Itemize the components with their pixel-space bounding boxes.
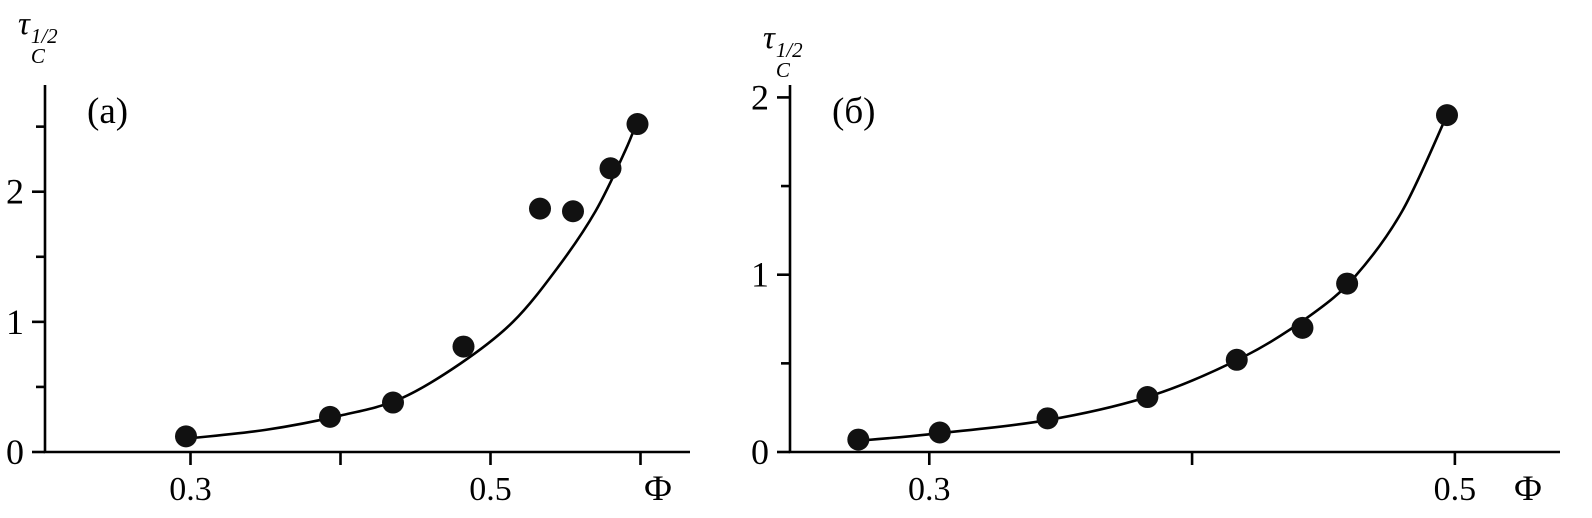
x-axis-title: Ф <box>644 468 672 508</box>
data-point <box>1225 348 1248 371</box>
x-tick-label: 0.5 <box>1434 471 1477 508</box>
data-point <box>1036 407 1059 430</box>
tau-symbol: τ <box>18 6 30 42</box>
data-point <box>626 113 649 136</box>
data-point <box>1136 386 1159 409</box>
y-axis-title-panel-a: τ 1/2 C <box>18 8 58 67</box>
data-point <box>1336 272 1359 295</box>
data-point <box>529 197 551 220</box>
x-tick-label: 0.3 <box>169 471 212 508</box>
fit-curve <box>182 119 639 441</box>
data-point <box>175 425 197 448</box>
panel-label: (а) <box>87 91 128 132</box>
y-tick-label: 2 <box>6 172 24 212</box>
y-tick-label: 1 <box>751 255 769 295</box>
data-point <box>1291 316 1314 339</box>
y-tick-label: 0 <box>6 432 24 472</box>
y-axis-title-superscript: 1/2 <box>775 38 803 63</box>
data-point <box>382 391 404 414</box>
tau-symbol: τ <box>763 20 775 56</box>
data-point <box>319 405 341 428</box>
chart-panel-a: 0.3 0.5 0 1 2 (а) Ф <box>6 85 690 508</box>
y-tick-label: 0 <box>751 432 769 472</box>
data-point <box>928 421 951 444</box>
y-tick-label: 1 <box>6 302 24 342</box>
chart-panel-b: 0.3 0.5 0 1 2 (б) Ф <box>751 77 1560 508</box>
y-tick-label: 2 <box>751 77 769 117</box>
data-point <box>1435 104 1458 127</box>
panel-label: (б) <box>832 91 875 132</box>
x-axis-title: Ф <box>1514 468 1542 508</box>
x-tick-label: 0.5 <box>469 471 512 508</box>
data-point <box>562 200 584 223</box>
data-point <box>452 335 475 358</box>
y-axis-title-panel-b: τ 1/2 C <box>763 22 803 81</box>
y-axis-title-subscript: C <box>775 58 790 83</box>
x-tick-label: 0.3 <box>908 471 951 508</box>
data-point <box>847 428 870 451</box>
y-axis-title-subscript: C <box>30 44 45 69</box>
data-point <box>599 157 622 180</box>
y-axis-title-superscript: 1/2 <box>30 24 58 49</box>
